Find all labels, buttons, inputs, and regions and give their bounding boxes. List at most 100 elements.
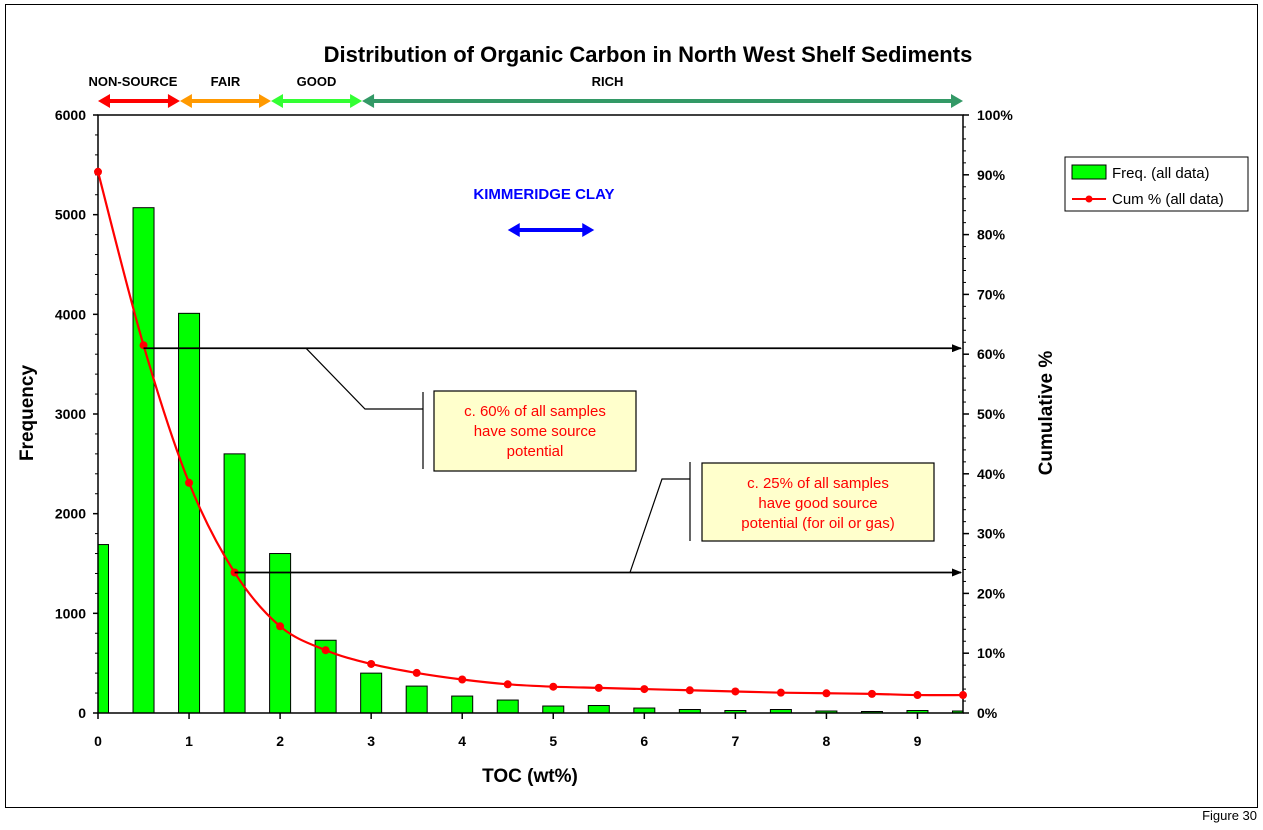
chart-title: Distribution of Organic Carbon in North … [324, 42, 973, 67]
y-axis-right: 0% 10% 20% 30% 40% 50% 60% 70% 80% 90% 100% [963, 107, 1013, 721]
cum-point [731, 687, 740, 696]
legend-label-freq: Freq. (all data) [1112, 165, 1210, 182]
annotation-text: have some source [474, 423, 597, 440]
freq-bar [360, 672, 383, 714]
x-axis: 0 1 2 3 4 5 6 7 8 9 [94, 713, 922, 749]
cum-point [276, 622, 285, 631]
freq-bar [451, 695, 474, 714]
x-tick-label: 9 [914, 733, 922, 749]
x-tick-label: 0 [94, 733, 102, 749]
cum-point [458, 675, 467, 684]
y-tick-label: 4000 [55, 306, 86, 322]
x-tick-label: 6 [640, 733, 648, 749]
cum-point [94, 167, 102, 176]
cum-point [867, 689, 876, 698]
cumulative-line [94, 167, 967, 700]
legend: Freq. (all data) Cum % (all data) [1064, 156, 1249, 212]
freq-bar [132, 207, 155, 714]
freq-bar [178, 312, 201, 714]
y2-tick-label: 30% [977, 526, 1006, 542]
annotation-leader [305, 347, 423, 410]
legend-line-marker [1085, 195, 1093, 203]
x-tick-label: 3 [367, 733, 375, 749]
annotation-text: have good source [758, 495, 877, 512]
legend-bar-swatch [1071, 164, 1107, 180]
range-label: RICH [592, 74, 624, 89]
range-arrow-head-right [167, 94, 180, 108]
range-label: FAIR [211, 74, 241, 89]
y2-tick-label: 90% [977, 167, 1006, 183]
cum-point [321, 646, 330, 655]
kimmeridge-label: KIMMERIDGE CLAY [473, 186, 614, 203]
y-tick-label: 5000 [55, 207, 86, 223]
annotation-box [433, 390, 637, 472]
y2-tick-label: 40% [977, 466, 1006, 482]
y2-tick-label: 60% [977, 346, 1006, 362]
cum-point [640, 685, 649, 694]
plot-area [97, 114, 964, 714]
figure-label: Figure 30 [1202, 808, 1257, 823]
y-tick-label: 1000 [55, 605, 86, 621]
annotation-text: c. 25% of all samples [747, 475, 889, 492]
y-tick-label: 2000 [55, 506, 86, 522]
frequency-bars [97, 207, 964, 714]
kimmeridge-arrow-head-left [507, 223, 520, 237]
range-arrow-head-right [350, 94, 363, 108]
range-label: NON-SOURCE [89, 74, 178, 89]
y2-tick-label: 0% [977, 705, 998, 721]
y2-tick-label: 80% [977, 227, 1006, 243]
range-arrow-head-left [362, 94, 375, 108]
cum-point [913, 691, 922, 700]
cum-point [549, 682, 558, 691]
freq-bar [97, 544, 109, 714]
y2-tick-label: 70% [977, 286, 1006, 302]
plot-border [97, 114, 964, 714]
kimmeridge-annotation: KIMMERIDGE CLAY [473, 186, 615, 237]
kimmeridge-arrow-head-right [582, 223, 595, 237]
chart-frame [5, 4, 1258, 808]
y2-tick-label: 20% [977, 585, 1006, 601]
annotation-text: c. 60% of all samples [464, 403, 606, 420]
x-tick-label: 4 [458, 733, 466, 749]
y-tick-label: 6000 [55, 107, 86, 123]
freq-bar [405, 685, 428, 714]
y-tick-label: 0 [78, 705, 86, 721]
annotation-leader [629, 478, 690, 573]
freq-bar [496, 699, 519, 714]
range-arrow-head-right [259, 94, 271, 108]
cum-point [367, 659, 376, 668]
cum-point [139, 341, 148, 350]
cum-point [685, 686, 694, 695]
x-tick-label: 7 [731, 733, 739, 749]
annotation-text: potential [507, 443, 564, 460]
freq-bar [542, 705, 565, 714]
range-arrow-head-left [98, 94, 110, 108]
annotation-box [701, 462, 935, 542]
y-tick-label: 3000 [55, 406, 86, 422]
range-arrow-head-left [179, 94, 192, 108]
y-axis-label: Frequency [17, 365, 38, 462]
y2-tick-label: 100% [977, 107, 1013, 123]
y2-tick-label: 10% [977, 645, 1006, 661]
cum-point [594, 683, 603, 692]
x-tick-label: 5 [549, 733, 557, 749]
cum-point [776, 688, 785, 697]
cum-point [822, 689, 831, 698]
cum-point [412, 668, 421, 677]
cum-point [503, 680, 512, 689]
y-axis-left: 0 1000 2000 3000 4000 5000 6000 [55, 107, 98, 721]
annotation-text: potential (for oil or gas) [741, 515, 894, 532]
range-label: GOOD [297, 74, 337, 89]
legend-label-cum: Cum % (all data) [1112, 191, 1224, 208]
x-tick-label: 2 [276, 733, 284, 749]
cum-line-path [96, 171, 964, 697]
annotations: c. 60% of all samples have some source pot… [143, 344, 962, 577]
y2-axis-label: Cumulative % [1036, 351, 1057, 476]
x-axis-label: TOC (wt%) [482, 766, 578, 787]
range-arrow-head-left [271, 94, 283, 108]
cum-point [959, 691, 967, 700]
cum-point [185, 478, 194, 487]
source-range-band: NON-SOURCE FAIR GOOD RICH [89, 74, 963, 108]
y2-tick-label: 50% [977, 406, 1006, 422]
